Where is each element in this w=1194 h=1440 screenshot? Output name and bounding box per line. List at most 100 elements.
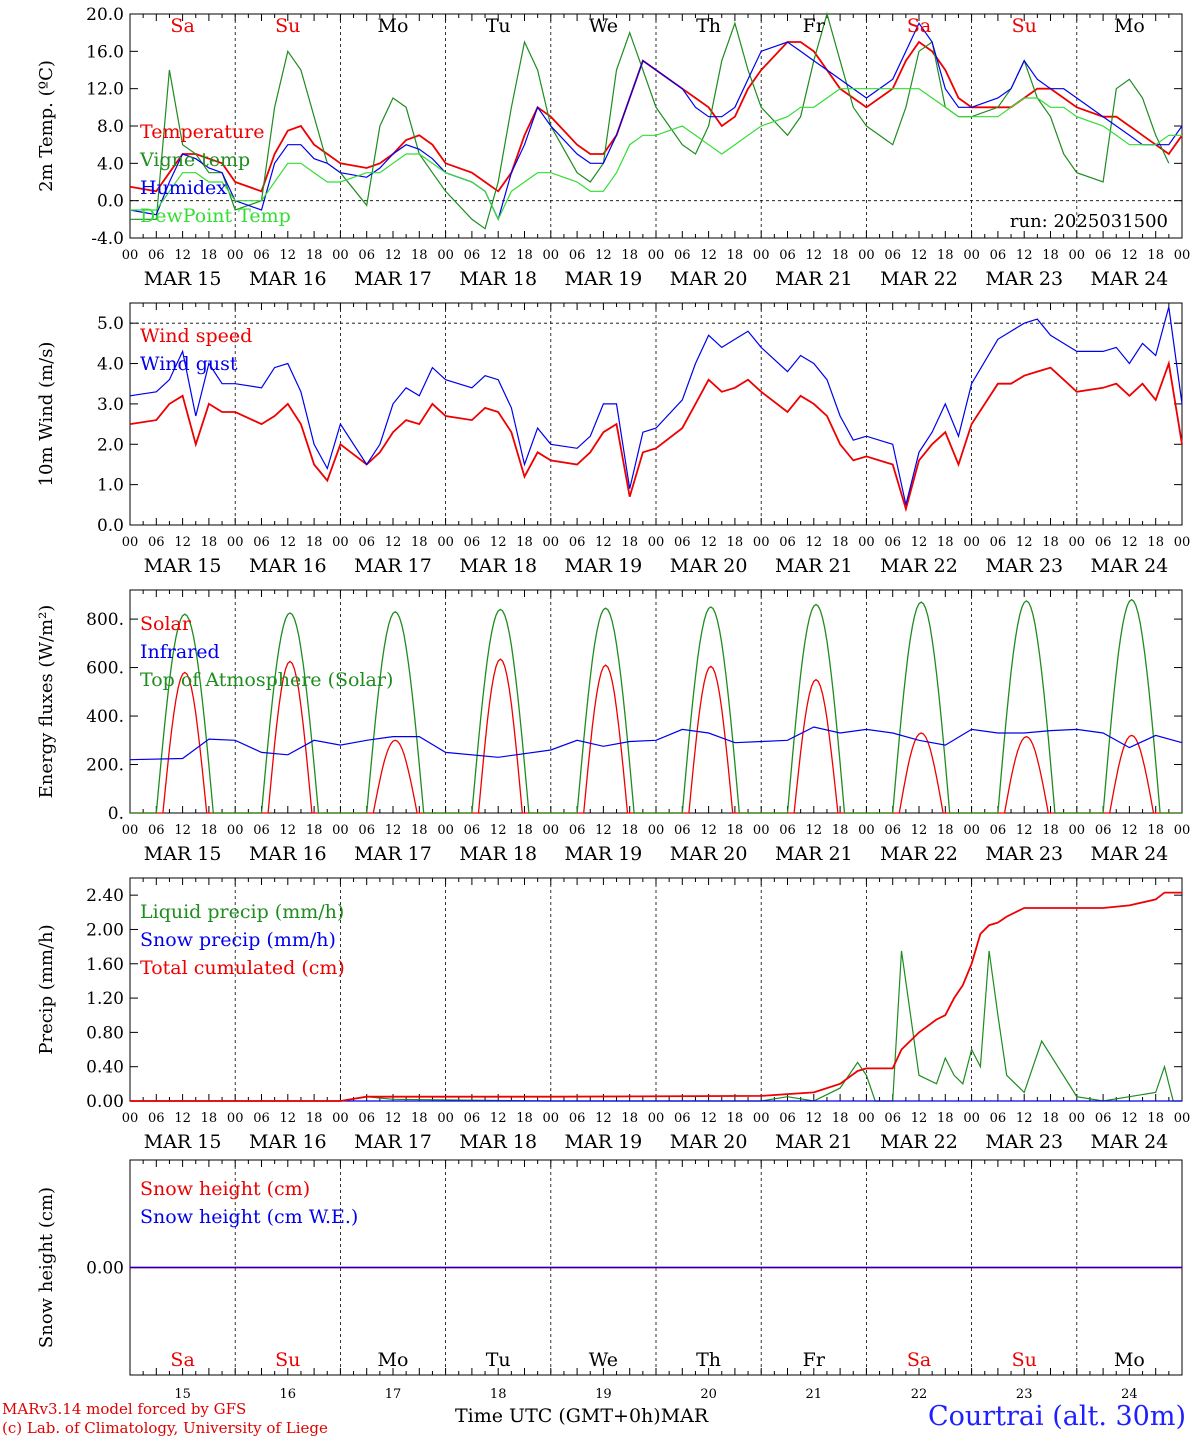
hour-label: 18 — [201, 823, 218, 838]
hour-label: 12 — [911, 823, 928, 838]
day-number-label: 17 — [385, 1387, 402, 1402]
date-label: MAR 22 — [880, 1131, 958, 1153]
hour-label: 00 — [122, 823, 139, 838]
hour-label: 12 — [174, 248, 191, 263]
hour-label: 00 — [858, 248, 875, 263]
y-tick-label: 16.0 — [86, 42, 124, 62]
legend-entry: Vigne temp — [139, 149, 250, 171]
date-label: MAR 24 — [1091, 268, 1169, 290]
y-tick-label: 0.0 — [97, 516, 124, 536]
hour-label: 00 — [648, 1111, 665, 1126]
y-tick-label: 4.0 — [97, 154, 124, 174]
date-label: MAR 21 — [775, 268, 853, 290]
hour-label: 12 — [595, 535, 612, 550]
hour-label: 06 — [569, 535, 586, 550]
hour-label: 06 — [1095, 823, 1112, 838]
legend-entry: Wind speed — [140, 325, 252, 347]
hour-label: 00 — [753, 248, 770, 263]
weekday-label: We — [589, 15, 618, 37]
hour-label: 18 — [621, 535, 638, 550]
hour-label: 00 — [122, 248, 139, 263]
hour-label: 18 — [1147, 1111, 1164, 1126]
date-label: MAR 19 — [565, 268, 643, 290]
hour-label: 12 — [490, 1111, 507, 1126]
hour-label: 06 — [358, 248, 375, 263]
hour-label: 18 — [306, 535, 323, 550]
hour-label: 18 — [621, 1111, 638, 1126]
hour-label: 18 — [411, 535, 428, 550]
weekday-label: Mo — [1114, 1349, 1145, 1371]
hour-label: 00 — [648, 535, 665, 550]
hour-label: 06 — [464, 535, 481, 550]
weekday-label: Fr — [803, 1349, 826, 1371]
weekday-label: Sa — [907, 15, 931, 37]
hour-label: 12 — [700, 823, 717, 838]
date-label: MAR 20 — [670, 1131, 748, 1153]
day-number-label: 21 — [806, 1387, 823, 1402]
weekday-label: We — [589, 1349, 618, 1371]
hour-label: 00 — [858, 1111, 875, 1126]
hour-label: 00 — [1069, 1111, 1086, 1126]
date-label: MAR 22 — [880, 555, 958, 577]
hour-label: 18 — [306, 823, 323, 838]
hour-label: 12 — [280, 823, 297, 838]
hour-label: 18 — [937, 248, 954, 263]
date-label: MAR 18 — [459, 555, 537, 577]
legend-entry: Top of Atmosphere (Solar) — [140, 669, 393, 691]
date-label: MAR 18 — [459, 1131, 537, 1153]
hour-label: 18 — [306, 1111, 323, 1126]
series-line — [130, 11, 1170, 230]
hour-label: 12 — [806, 535, 823, 550]
hour-label: 06 — [358, 535, 375, 550]
hour-label: 06 — [253, 1111, 270, 1126]
legend-entry: Snow height (cm W.E.) — [140, 1206, 358, 1228]
hour-label: 06 — [779, 823, 796, 838]
hour-label: 12 — [806, 248, 823, 263]
hour-label: 06 — [674, 248, 691, 263]
hour-label: 00 — [753, 823, 770, 838]
hour-label: 12 — [1121, 823, 1138, 838]
hour-label: 12 — [700, 535, 717, 550]
y-tick-label: 0.0 — [97, 192, 124, 212]
legend-entry: Snow height (cm) — [140, 1178, 310, 1200]
legend-entry: Temperature — [140, 121, 264, 143]
run-label: run: 2025031500 — [1010, 211, 1168, 232]
hour-label: 06 — [884, 1111, 901, 1126]
y-tick-label: 1.0 — [97, 476, 124, 496]
hour-label: 06 — [148, 248, 165, 263]
day-number-label: 15 — [174, 1387, 191, 1402]
y-axis-label: Precip (mm/h) — [36, 924, 57, 1054]
hour-label: 06 — [569, 823, 586, 838]
x-axis-title: Time UTC (GMT+0h)MAR — [455, 1405, 709, 1427]
hour-label: 18 — [937, 823, 954, 838]
hour-label: 18 — [516, 535, 533, 550]
date-label: MAR 23 — [985, 555, 1063, 577]
y-tick-label: 2.40 — [86, 886, 124, 906]
hour-label: 06 — [779, 248, 796, 263]
hour-label: 00 — [227, 248, 244, 263]
hour-label: 06 — [990, 1111, 1007, 1126]
hour-label: 06 — [148, 1111, 165, 1126]
hour-label: 00 — [963, 823, 980, 838]
legend-entry: Infrared — [140, 641, 220, 663]
hour-label: 06 — [1095, 1111, 1112, 1126]
hour-label: 00 — [648, 248, 665, 263]
weekday-label: Mo — [1114, 15, 1145, 37]
hour-label: 00 — [753, 535, 770, 550]
hour-label: 06 — [884, 535, 901, 550]
hour-label: 12 — [595, 1111, 612, 1126]
weekday-label: Su — [275, 15, 300, 37]
date-label: MAR 23 — [985, 268, 1063, 290]
series-line — [130, 598, 1182, 814]
hour-label: 06 — [779, 1111, 796, 1126]
hour-label: 18 — [727, 248, 744, 263]
hour-label: 12 — [174, 1111, 191, 1126]
date-label: MAR 15 — [144, 843, 222, 865]
hour-label: 06 — [674, 1111, 691, 1126]
date-label: MAR 17 — [354, 268, 432, 290]
date-label: MAR 17 — [354, 1131, 432, 1153]
hour-label: 00 — [648, 823, 665, 838]
day-number-label: 20 — [700, 1387, 717, 1402]
date-label: MAR 24 — [1091, 843, 1169, 865]
legend-entry: Humidex — [140, 177, 227, 199]
